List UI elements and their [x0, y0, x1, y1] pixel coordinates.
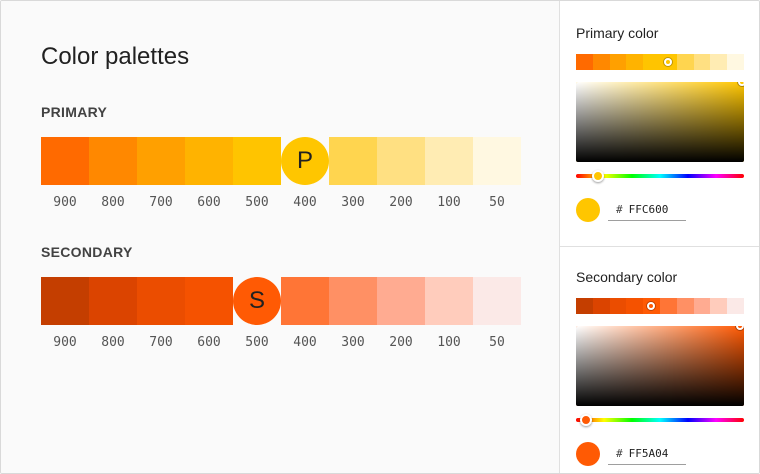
secondary-current-color-swatch [576, 442, 600, 466]
primary-swatch-100[interactable] [425, 137, 473, 185]
secondary-swatch-600[interactable] [185, 277, 233, 325]
primary-hue-slider[interactable] [576, 170, 744, 182]
secondary-mini-shade-400[interactable] [659, 298, 677, 314]
secondary-mini-shade-500[interactable] [643, 298, 660, 314]
secondary-selected-badge[interactable]: S [233, 277, 281, 325]
secondary-swatch-300[interactable] [329, 277, 377, 325]
primary-shade-label: 400 [293, 195, 317, 210]
primary-mini-shade-700[interactable] [609, 54, 627, 70]
primary-mini-shade-50[interactable] [727, 54, 744, 70]
primary-hex-input[interactable]: # FFC600 [608, 199, 686, 221]
primary-swatch-800[interactable] [89, 137, 137, 185]
primary-mini-shade-100[interactable] [710, 54, 728, 70]
primary-mini-shade-300[interactable] [676, 54, 694, 70]
primary-swatch-900[interactable] [41, 137, 89, 185]
secondary-mini-shade-100[interactable] [710, 298, 728, 314]
primary-mini-shade-900[interactable] [576, 54, 593, 70]
secondary-hex-value[interactable]: FF5A04 [628, 447, 669, 460]
primary-mini-selected-dot[interactable] [663, 58, 672, 66]
primary-swatch-row: P [41, 137, 521, 185]
primary-shade-label: 100 [437, 195, 461, 210]
page-title: Color palettes [41, 43, 190, 70]
secondary-picker-title: Secondary color [576, 269, 678, 285]
secondary-swatch-900[interactable] [41, 277, 89, 325]
primary-sv-handle[interactable] [738, 82, 744, 86]
primary-hash-prefix: # [616, 203, 623, 216]
primary-mini-shade-400[interactable] [659, 54, 677, 70]
secondary-saturation-value-area[interactable] [576, 326, 744, 406]
secondary-mini-shade-800[interactable] [592, 298, 610, 314]
secondary-mini-shade-700[interactable] [609, 298, 627, 314]
secondary-shade-label: 300 [341, 335, 365, 350]
primary-mini-shade-800[interactable] [592, 54, 610, 70]
secondary-shade-label: 800 [101, 335, 125, 350]
secondary-mini-shade-600[interactable] [626, 298, 644, 314]
primary-swatch-600[interactable] [185, 137, 233, 185]
primary-mini-shade-500[interactable] [643, 54, 660, 70]
secondary-shade-label: 700 [149, 335, 173, 350]
primary-current-color-swatch [576, 198, 600, 222]
primary-mini-shade-600[interactable] [626, 54, 644, 70]
secondary-hue-slider[interactable] [576, 414, 744, 426]
secondary-shade-strip[interactable] [576, 298, 744, 314]
secondary-mini-selected-dot[interactable] [647, 302, 656, 310]
palette-panel: Color palettes PRIMARY P 900 800 700 600 500… [1, 1, 560, 473]
secondary-shade-labels: 900 800 700 600 500 400 300 200 100 50 [41, 335, 521, 350]
secondary-swatch-50[interactable] [473, 277, 521, 325]
secondary-shade-label: 200 [389, 335, 413, 350]
primary-selected-badge[interactable]: P [281, 137, 329, 185]
secondary-shade-label: 400 [293, 335, 317, 350]
primary-swatch-300[interactable] [329, 137, 377, 185]
primary-shade-label: 50 [489, 195, 505, 210]
secondary-swatch-500[interactable]: S [233, 277, 281, 325]
secondary-mini-shade-200[interactable] [693, 298, 711, 314]
primary-hex-value[interactable]: FFC600 [628, 203, 669, 216]
secondary-swatch-row: S [41, 277, 521, 325]
secondary-shade-label: 600 [197, 335, 221, 350]
secondary-mini-shade-900[interactable] [576, 298, 593, 314]
secondary-swatch-200[interactable] [377, 277, 425, 325]
secondary-sv-handle[interactable] [736, 326, 744, 330]
secondary-shade-label: 100 [437, 335, 461, 350]
primary-swatch-200[interactable] [377, 137, 425, 185]
secondary-hex-input[interactable]: # FF5A04 [608, 443, 686, 465]
primary-shade-strip[interactable] [576, 54, 744, 70]
primary-shade-label: 200 [389, 195, 413, 210]
primary-swatch-400[interactable]: P [281, 137, 329, 185]
primary-shade-labels: 900 800 700 600 500 400 300 200 100 50 [41, 195, 521, 210]
secondary-swatch-100[interactable] [425, 277, 473, 325]
primary-hue-handle[interactable] [592, 170, 604, 182]
primary-saturation-value-area[interactable] [576, 82, 744, 162]
secondary-hash-prefix: # [616, 447, 623, 460]
primary-mini-shade-200[interactable] [693, 54, 711, 70]
secondary-mini-shade-50[interactable] [727, 298, 744, 314]
secondary-mini-shade-300[interactable] [676, 298, 694, 314]
primary-shade-label: 600 [197, 195, 221, 210]
primary-swatch-500[interactable] [233, 137, 281, 185]
secondary-shade-label: 500 [245, 335, 269, 350]
color-picker-panel: Primary color # FFC600 Secondary color #… [560, 1, 759, 473]
primary-swatch-50[interactable] [473, 137, 521, 185]
primary-shade-label: 800 [101, 195, 125, 210]
primary-shade-label: 300 [341, 195, 365, 210]
secondary-swatch-800[interactable] [89, 277, 137, 325]
primary-shade-label: 500 [245, 195, 269, 210]
picker-divider [560, 246, 759, 247]
primary-swatch-700[interactable] [137, 137, 185, 185]
primary-picker-title: Primary color [576, 25, 659, 41]
secondary-shade-label: 50 [489, 335, 505, 350]
secondary-swatch-700[interactable] [137, 277, 185, 325]
primary-shade-label: 700 [149, 195, 173, 210]
secondary-swatch-400[interactable] [281, 277, 329, 325]
secondary-shade-label: 900 [53, 335, 77, 350]
secondary-section-label: SECONDARY [41, 244, 133, 260]
primary-shade-label: 900 [53, 195, 77, 210]
primary-section-label: PRIMARY [41, 104, 108, 120]
secondary-hue-handle[interactable] [580, 414, 592, 426]
